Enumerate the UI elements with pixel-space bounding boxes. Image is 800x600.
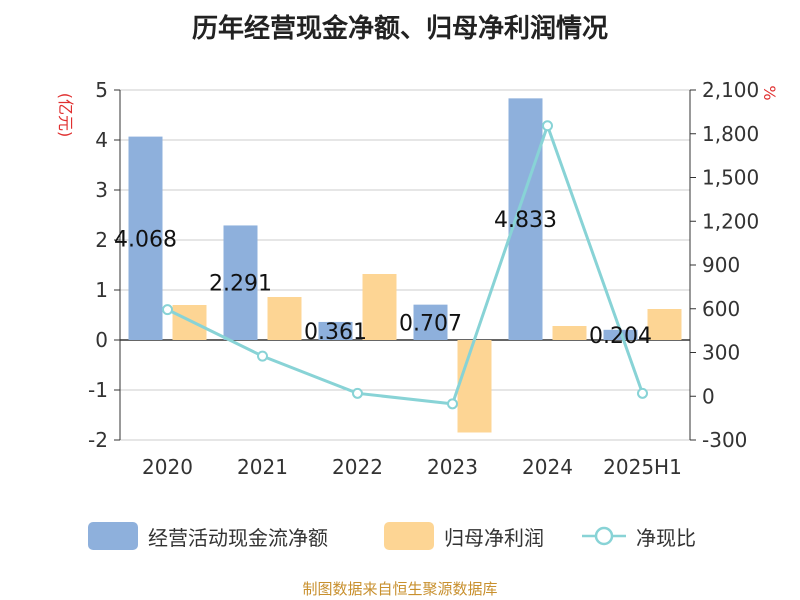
- data-label-cashflow: 2.291: [209, 272, 272, 297]
- line-ratio: [166, 121, 644, 406]
- chart-title: 历年经营现金净额、归母净利润情况: [191, 14, 608, 44]
- bar-netprofit: [647, 309, 682, 340]
- data-label-cashflow: 0.707: [399, 311, 462, 336]
- y-tick-label: 1: [95, 278, 108, 302]
- y-tick-label: 2: [95, 228, 108, 252]
- point-ratio: [542, 120, 553, 132]
- bar-cashflow: [318, 321, 353, 340]
- y-tick-label: 5: [95, 78, 108, 102]
- legend-label-ratio: 净现比: [636, 525, 696, 550]
- bar-cashflow: [223, 225, 258, 340]
- point-ratio: [257, 350, 268, 362]
- y-tick-label: -2: [88, 428, 108, 452]
- x-tick-label: 2024: [522, 455, 573, 479]
- y2-tick-label: 1,800: [702, 122, 759, 146]
- legend-item-cashflow: 经营活动现金流净额: [88, 520, 328, 552]
- y2-tick-label: 1,500: [702, 166, 759, 190]
- y2-tick-label: 0: [702, 384, 715, 408]
- bar-netprofit: [362, 274, 397, 340]
- legend-swatch-ratio: [582, 526, 626, 546]
- y2-tick-label: 600: [702, 297, 740, 321]
- x-tick-label: 2025H1: [603, 455, 682, 479]
- point-ratio: [637, 387, 648, 399]
- y2-axis-unit-label: %: [760, 85, 779, 100]
- x-tick-label: 2022: [332, 455, 383, 479]
- bar-netprofit: [552, 326, 587, 340]
- legend-item-netprofit: 归母净利润: [384, 520, 544, 552]
- bar-netprofit: [172, 305, 207, 340]
- bar-cashflow: [413, 304, 448, 340]
- bar-cashflow: [128, 136, 163, 340]
- legend-item-ratio: 净现比: [582, 520, 696, 552]
- y2-tick-label: 2,100: [702, 78, 759, 102]
- bar-netprofit: [267, 297, 302, 340]
- y2-tick-label: -300: [702, 428, 747, 452]
- x-tick-label: 2023: [427, 455, 478, 479]
- y2-tick-label: 300: [702, 341, 740, 365]
- legend-swatch-cashflow: [88, 522, 138, 550]
- legend-label-cashflow: 经营活动现金流净额: [148, 525, 328, 550]
- y-tick-label: 3: [95, 178, 108, 202]
- y-axis-unit-label: (亿元): [56, 93, 75, 138]
- x-tick-label: 2021: [237, 455, 288, 479]
- chart-legend: 经营活动现金流净额 归母净利润 净现比: [0, 520, 800, 552]
- bar-netprofit: [457, 340, 492, 433]
- chart-canvas: 5 4 3 2 1 0 -1 -2 2,100 1,800 1,500 1,200 900 600 300 0…: [56, 78, 779, 479]
- x-tick-label: 2020: [142, 455, 193, 479]
- data-label-cashflow: 4.068: [114, 227, 177, 252]
- legend-label-netprofit: 归母净利润: [444, 525, 544, 550]
- y-tick-label: 0: [95, 328, 108, 352]
- y-tick-label: -1: [88, 378, 108, 402]
- data-label-cashflow: 0.361: [304, 320, 367, 345]
- data-label-cashflow: 4.833: [494, 208, 557, 233]
- legend-swatch-netprofit: [384, 522, 434, 550]
- point-ratio: [162, 304, 173, 316]
- y2-tick-label: 1,200: [702, 209, 759, 233]
- source-note: 制图数据来自恒生聚源数据库: [302, 580, 498, 598]
- y-tick-label: 4: [95, 128, 108, 152]
- data-label-cashflow: 0.204: [589, 324, 652, 349]
- y2-tick-label: 900: [702, 253, 740, 277]
- point-ratio: [447, 398, 458, 410]
- point-ratio: [352, 387, 363, 399]
